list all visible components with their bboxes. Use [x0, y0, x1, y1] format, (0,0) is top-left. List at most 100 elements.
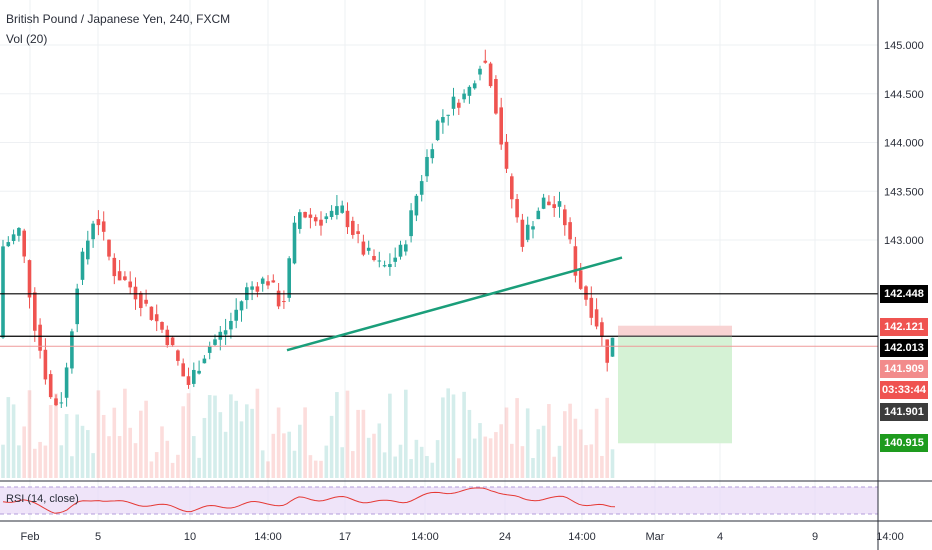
- candle-body: [488, 63, 493, 87]
- volume-bar: [186, 393, 191, 478]
- volume-bar: [335, 392, 339, 478]
- candle-body: [308, 214, 313, 218]
- time-tick-label: Feb: [21, 531, 40, 543]
- candle-body: [600, 322, 604, 337]
- volume-bar: [107, 436, 111, 478]
- candle-body: [324, 216, 329, 220]
- candle-body: [536, 210, 541, 220]
- price-label-target: 140.915: [880, 434, 928, 452]
- candle-body: [351, 220, 355, 235]
- time-tick-label: 9: [812, 531, 818, 543]
- price-label-entry: 141.901: [880, 403, 928, 421]
- volume-bar: [430, 462, 435, 478]
- volume-bar: [43, 445, 48, 478]
- candle-body: [234, 309, 238, 321]
- volume-bar: [366, 437, 371, 478]
- volume-bar: [419, 446, 424, 478]
- volume-bar: [504, 407, 509, 478]
- stop-zone: [618, 325, 732, 337]
- candle-body: [139, 292, 143, 309]
- volume-bar: [213, 395, 217, 478]
- trendline[interactable]: [286, 256, 623, 352]
- candle-body: [313, 217, 318, 222]
- time-tick-label: 10: [184, 531, 196, 543]
- volume-bar: [446, 388, 450, 478]
- volume-bar: [176, 454, 180, 478]
- volume-bar: [59, 445, 64, 478]
- time-tick-label: 4: [717, 531, 723, 543]
- volume-bar: [11, 404, 16, 478]
- candle-body: [388, 264, 392, 268]
- volume-bar: [70, 456, 74, 478]
- candle-body: [165, 329, 170, 346]
- candle-body: [605, 339, 609, 363]
- candle-body: [303, 211, 307, 218]
- rsi-band: [0, 487, 878, 514]
- candle-body: [573, 246, 578, 276]
- candle-body: [276, 290, 281, 307]
- volume-bar: [27, 390, 32, 478]
- volume-bar: [91, 453, 95, 478]
- candle-body: [366, 247, 371, 251]
- candle-body: [377, 260, 382, 262]
- volume-bar: [525, 408, 530, 478]
- candle-body: [504, 141, 509, 169]
- candle-body: [298, 212, 302, 229]
- time-tick-label: 14:00: [411, 531, 439, 543]
- candle-body: [568, 222, 572, 240]
- candle-body: [27, 260, 32, 298]
- candle-body: [197, 370, 201, 374]
- candle-body: [478, 68, 482, 75]
- time-axis[interactable]: Feb 5 10 14:00 17 14:00 24 14:00 Mar 4 9 14:00: [0, 520, 932, 543]
- rsi-line: [2, 487, 616, 514]
- volume-bar: [1, 444, 5, 478]
- volume-bar: [123, 388, 127, 478]
- rsi-indicator-label: RSI (14, close): [6, 493, 79, 505]
- candle-body: [192, 369, 196, 384]
- volume-bar: [589, 444, 594, 478]
- price-tick-label: 145.000: [884, 40, 924, 52]
- candle-body: [393, 257, 397, 262]
- candle-body: [260, 278, 265, 284]
- candle-body: [430, 149, 435, 159]
- candle-body: [70, 331, 74, 369]
- volume-bar: [520, 446, 525, 478]
- volume-bar: [250, 408, 254, 478]
- volume-bar: [494, 432, 498, 478]
- volume-bar: [165, 440, 170, 478]
- candle-body: [86, 240, 90, 260]
- volume-bar: [515, 398, 519, 478]
- candle-body: [563, 209, 567, 226]
- candle-body: [38, 324, 42, 351]
- volume-bar: [75, 414, 79, 478]
- candle-body: [435, 120, 440, 141]
- candle-body: [229, 320, 233, 330]
- volume-bar: [96, 390, 101, 478]
- volume-bar: [292, 450, 297, 478]
- volume-bar: [594, 408, 599, 478]
- volume-bar: [499, 424, 503, 478]
- candle-body: [186, 376, 191, 385]
- price-axis[interactable]: 145.000 144.500 144.000 143.500 143.000: [877, 0, 924, 550]
- volume-bar: [584, 445, 588, 478]
- candle-body: [510, 176, 514, 200]
- volume-bar: [610, 449, 615, 478]
- candle-body: [80, 251, 85, 280]
- volume-bar: [372, 433, 376, 478]
- candle-body: [250, 286, 254, 290]
- candle-body: [101, 221, 106, 232]
- volume-bar: [128, 427, 132, 478]
- volume-bar: [351, 451, 355, 478]
- volume-bar: [86, 430, 90, 478]
- horizontal-levels: [0, 293, 878, 347]
- candle-body: [48, 374, 53, 398]
- candle-body: [425, 156, 429, 177]
- candle-body: [11, 234, 16, 241]
- volume-bar: [393, 456, 397, 478]
- volume-bar: [6, 397, 11, 478]
- volume-bar: [229, 394, 233, 478]
- candle-body: [59, 402, 64, 404]
- time-tick-label: 17: [339, 531, 351, 543]
- candle-body: [398, 244, 403, 257]
